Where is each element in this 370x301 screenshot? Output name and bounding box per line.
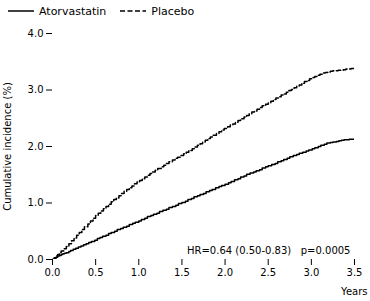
svg-text:2.5: 2.5	[260, 267, 276, 278]
svg-text:1.0: 1.0	[28, 197, 44, 208]
svg-text:4.0: 4.0	[28, 28, 44, 39]
svg-text:3.0: 3.0	[303, 267, 319, 278]
svg-text:3.0: 3.0	[28, 84, 44, 95]
svg-text:Years: Years	[340, 286, 367, 297]
svg-text:Cumulative incidence (%): Cumulative incidence (%)	[2, 82, 13, 211]
svg-text:0.5: 0.5	[88, 267, 104, 278]
html-text:Placebo: Placebo	[151, 4, 195, 18]
svg-text:2.0: 2.0	[28, 141, 44, 152]
svg-text:3.5: 3.5	[347, 267, 363, 278]
svg-text:HR=0.64 (0.50-0.83) p=0.0005: HR=0.64 (0.50-0.83) p=0.0005	[187, 245, 351, 256]
svg-text:0.0: 0.0	[28, 254, 44, 265]
svg-text:1.5: 1.5	[174, 267, 190, 278]
svg-text:0.0: 0.0	[45, 267, 61, 278]
html-text:Atorvastatin: Atorvastatin	[39, 4, 107, 18]
svg-text:1.0: 1.0	[131, 267, 147, 278]
svg-text:2.0: 2.0	[217, 267, 233, 278]
